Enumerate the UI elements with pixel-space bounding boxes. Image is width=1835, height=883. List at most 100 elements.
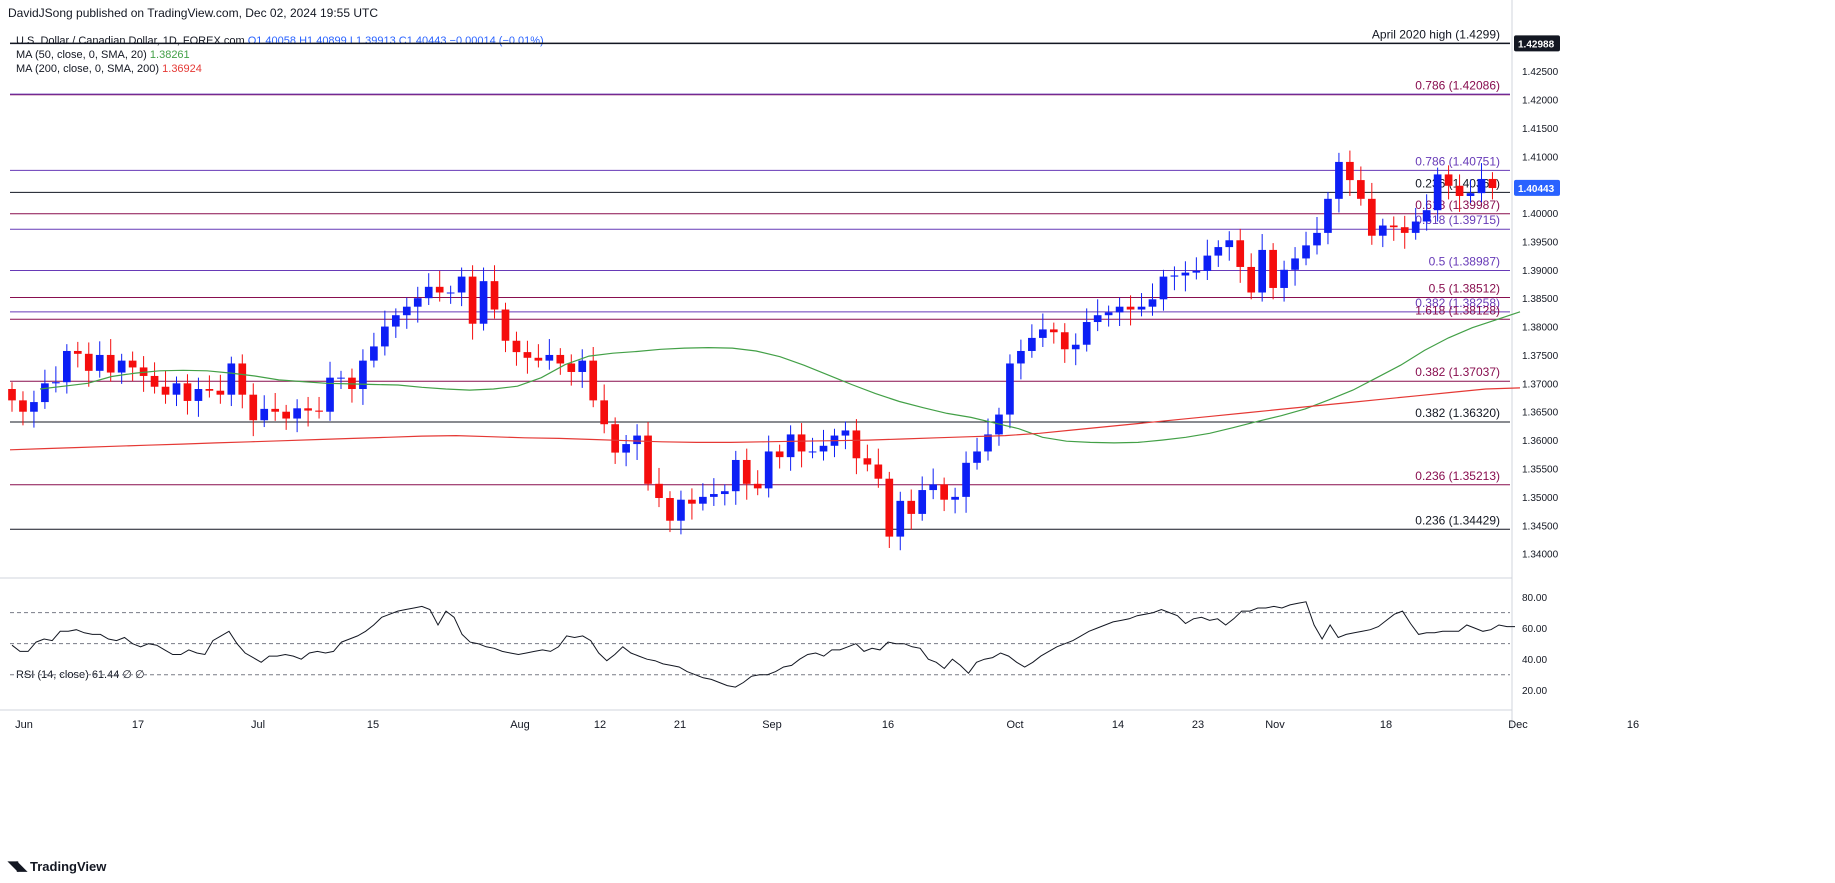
- candle-body: [874, 464, 883, 479]
- time-tick-label: 18: [1380, 719, 1392, 731]
- candle-body: [567, 363, 576, 372]
- candle-body: [863, 458, 872, 465]
- candle-body: [1247, 266, 1256, 293]
- candle-body: [457, 276, 466, 293]
- candle-body: [1335, 161, 1343, 199]
- candle-body: [30, 402, 38, 412]
- price-axis: 1.34000 1.34500 1.35000 1.35500 1.36000 1.365…: [1522, 67, 1559, 561]
- candle-body: [1017, 350, 1025, 364]
- candle-body: [819, 445, 828, 452]
- candle-body: [929, 484, 938, 491]
- rsi-pane: 20.00 40.00 60.00 80.00: [10, 593, 1547, 697]
- time-tick-label: Dec: [1508, 719, 1528, 731]
- ma200-line: [9, 387, 1521, 451]
- candle-body: [1006, 363, 1014, 415]
- candles: [8, 150, 1497, 551]
- candle-body: [1038, 329, 1047, 338]
- candle-body: [655, 483, 663, 499]
- candle-body: [359, 360, 367, 390]
- candle-body: [742, 459, 751, 484]
- time-tick-label: Jul: [251, 719, 265, 731]
- candle-body: [150, 375, 159, 387]
- candle-body: [139, 367, 148, 376]
- candle-body: [1477, 178, 1486, 194]
- candle-body: [578, 360, 587, 372]
- price-tick-label: 1.34500: [1522, 521, 1559, 532]
- candle-body: [1181, 272, 1190, 276]
- candle-body: [556, 354, 565, 364]
- candle-body: [106, 354, 115, 373]
- candle-body: [1137, 306, 1146, 310]
- time-tick-label: Nov: [1265, 719, 1285, 731]
- candle-body: [962, 462, 970, 497]
- candle-body: [435, 286, 444, 293]
- candle-body: [1411, 221, 1420, 233]
- ma200-legend-row[interactable]: MA (200, close, 0, SMA, 200) 1.36924: [16, 62, 544, 76]
- price-tick-label: 1.40000: [1522, 209, 1559, 220]
- candle-body: [238, 363, 247, 395]
- candle-body: [424, 286, 433, 299]
- time-tick-label: 12: [594, 719, 606, 731]
- price-tick-label: 1.36500: [1522, 408, 1559, 419]
- candle-body: [8, 389, 16, 401]
- price-tick-label: 1.41500: [1522, 124, 1559, 135]
- price-tick-label: 1.35500: [1522, 464, 1559, 475]
- candle-body: [271, 408, 280, 412]
- time-tick-label: 16: [1627, 719, 1639, 731]
- candle-body: [1422, 210, 1431, 222]
- rsi-tick-label: 80.00: [1522, 593, 1547, 604]
- candle-body: [688, 499, 696, 504]
- candle-body: [402, 306, 411, 316]
- candle-body: [775, 451, 784, 458]
- candle-body: [973, 451, 981, 463]
- candle-body: [1389, 225, 1398, 228]
- candle-body: [907, 500, 916, 514]
- candle-body: [1324, 198, 1332, 233]
- candle-body: [1400, 227, 1409, 233]
- candle-body: [413, 298, 422, 307]
- candle-body: [1203, 255, 1212, 271]
- candle-body: [797, 434, 806, 452]
- rsi-value: 61.44: [91, 669, 120, 681]
- candle-body: [633, 435, 641, 445]
- candle-body: [337, 377, 345, 379]
- candle-body: [128, 360, 137, 368]
- level-label: 0.786 (1.40751): [1415, 154, 1500, 168]
- candle-body: [1367, 198, 1376, 236]
- candle-body: [1082, 322, 1091, 345]
- candle-body: [731, 459, 740, 492]
- candle-body: [589, 360, 598, 401]
- candle-body: [1236, 240, 1245, 267]
- tradingview-footer[interactable]: ◥◣ TradingView: [8, 858, 106, 874]
- candle-body: [512, 340, 521, 353]
- time-tick-label: Aug: [510, 719, 530, 731]
- candle-body: [1444, 174, 1453, 186]
- candle-body: [304, 408, 312, 411]
- candle-body: [315, 410, 323, 412]
- candle-body: [677, 499, 685, 521]
- time-tick-label: 16: [882, 719, 894, 731]
- ma50-legend-row[interactable]: MA (50, close, 0, SMA, 20) 1.38261: [16, 48, 544, 62]
- candle-body: [918, 490, 927, 514]
- candle-body: [896, 500, 905, 537]
- price-badge-label: 1.40443: [1518, 184, 1555, 195]
- candle-body: [1269, 249, 1277, 288]
- candle-body: [1488, 178, 1497, 189]
- rsi-tick-label: 20.00: [1522, 686, 1547, 697]
- candle-body: [19, 400, 27, 412]
- level-label: 1.618 (1.38128): [1415, 303, 1500, 317]
- level-label: 0.5 (1.38987): [1429, 255, 1500, 269]
- price-tick-label: 1.35000: [1522, 493, 1559, 504]
- price-tick-label: 1.36000: [1522, 436, 1559, 447]
- candle-body: [446, 292, 455, 294]
- price-badge: [1514, 35, 1560, 52]
- candle-body: [1049, 329, 1058, 333]
- rsi-tick-label: 40.00: [1522, 655, 1547, 666]
- candle-body: [786, 434, 795, 458]
- candle-body: [216, 390, 225, 395]
- candle-body: [227, 363, 236, 395]
- level-label: 0.236 (1.35213): [1415, 469, 1500, 483]
- candle-body: [764, 451, 773, 489]
- ma200-label: MA (200, close, 0, SMA, 200): [16, 63, 160, 75]
